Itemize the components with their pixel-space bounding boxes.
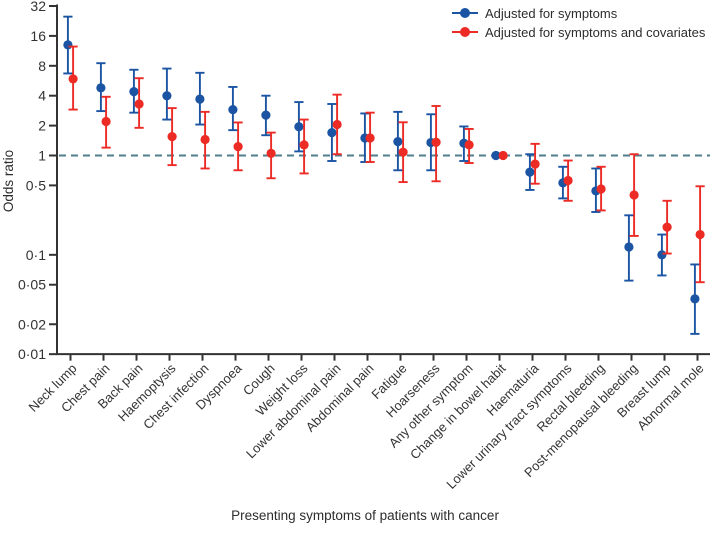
legend-item-adjusted-for-symptoms: Adjusted for symptoms <box>452 4 705 22</box>
data-point <box>167 131 177 142</box>
legend-label-adjusted-for-symptoms: Adjusted for symptoms <box>485 5 618 21</box>
y-axis-title: Odds ratio <box>1 150 16 212</box>
y-tick-label: 0·01 <box>18 346 46 362</box>
legend-label-adjusted-for-symptoms-and-covariates: Adjusted for symptoms and covariates <box>485 24 706 40</box>
data-point <box>629 190 639 200</box>
data-point <box>195 94 205 104</box>
data-point <box>332 119 342 130</box>
y-tick-label: 0·5 <box>26 177 46 193</box>
y-tick-label: 0·05 <box>18 277 46 293</box>
data-point <box>690 294 700 304</box>
data-point <box>662 222 672 232</box>
data-point <box>491 150 501 161</box>
data-point <box>162 91 172 101</box>
data-point <box>96 83 106 93</box>
y-tick-label: 2 <box>38 118 46 134</box>
data-point <box>129 86 139 97</box>
y-tick-label: 0·1 <box>26 247 46 263</box>
legend-marker-red-dot-icon <box>452 27 478 37</box>
legend-item-adjusted-for-symptoms-and-covariates: Adjusted for symptoms and covariates <box>452 23 705 41</box>
data-point <box>101 116 111 127</box>
y-tick-label: 16 <box>30 28 46 44</box>
data-point <box>200 134 210 145</box>
data-point <box>261 110 271 120</box>
data-point <box>365 133 375 143</box>
data-point <box>498 150 508 161</box>
x-axis-title: Presenting symptoms of patients with can… <box>231 508 499 523</box>
y-tick-label: 4 <box>38 88 46 104</box>
y-tick-label: 8 <box>38 58 46 74</box>
data-point <box>327 128 337 138</box>
data-point <box>233 141 243 152</box>
data-point <box>228 104 238 115</box>
data-point <box>464 140 474 150</box>
data-point <box>525 167 535 177</box>
data-point <box>299 140 309 150</box>
data-point <box>294 122 304 132</box>
data-point <box>68 74 78 84</box>
data-point <box>563 175 573 186</box>
data-point <box>398 147 408 157</box>
legend-marker-blue-dot-icon <box>452 8 478 18</box>
data-point <box>431 137 441 147</box>
data-point <box>266 148 276 158</box>
y-tick-label: 32 <box>30 0 46 14</box>
data-point <box>624 242 634 252</box>
data-point <box>596 184 606 194</box>
y-tick-label: 0·02 <box>18 316 46 332</box>
data-point <box>657 250 667 260</box>
y-tick-label: 1 <box>38 148 46 164</box>
data-point <box>393 137 403 147</box>
data-point <box>530 159 540 169</box>
data-point <box>134 99 144 109</box>
data-point <box>695 229 705 240</box>
chart-legend: Adjusted for symptoms Adjusted for sympt… <box>452 4 705 41</box>
data-point <box>63 40 73 50</box>
